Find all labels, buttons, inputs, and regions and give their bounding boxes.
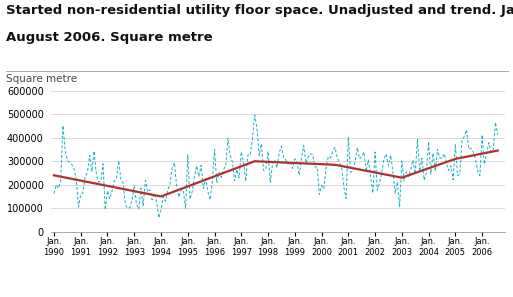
Text: Started non-residential utility floor space. Unadjusted and trend. January 1990-: Started non-residential utility floor sp… [6,4,513,18]
Text: Square metre: Square metre [6,74,77,84]
Text: August 2006. Square metre: August 2006. Square metre [6,31,213,44]
